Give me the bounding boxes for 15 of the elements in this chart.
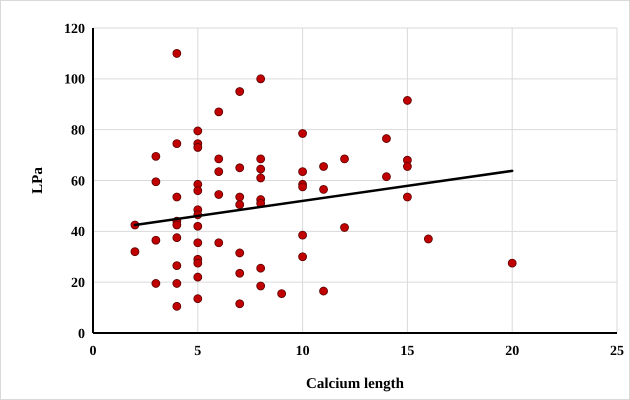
x-tick-label: 0 xyxy=(90,344,96,359)
y-tick-label: 120 xyxy=(64,22,85,37)
x-tick-label: 25 xyxy=(610,344,624,359)
x-tick-label: 15 xyxy=(400,344,414,359)
y-tick-label: 60 xyxy=(71,174,85,190)
y-tick-label: 40 xyxy=(71,225,85,240)
x-axis-title: Calcium length xyxy=(306,376,405,392)
y-axis-title: LPa xyxy=(30,166,46,194)
x-tick-label: 5 xyxy=(194,344,202,359)
y-tick-label: 20 xyxy=(71,276,85,292)
y-tick-label: 80 xyxy=(71,124,85,139)
x-tick-label: 20 xyxy=(505,344,520,359)
y-tick-label: 100 xyxy=(64,72,85,88)
x-tick-label: 10 xyxy=(296,344,310,359)
y-tick-label: 0 xyxy=(78,326,85,342)
